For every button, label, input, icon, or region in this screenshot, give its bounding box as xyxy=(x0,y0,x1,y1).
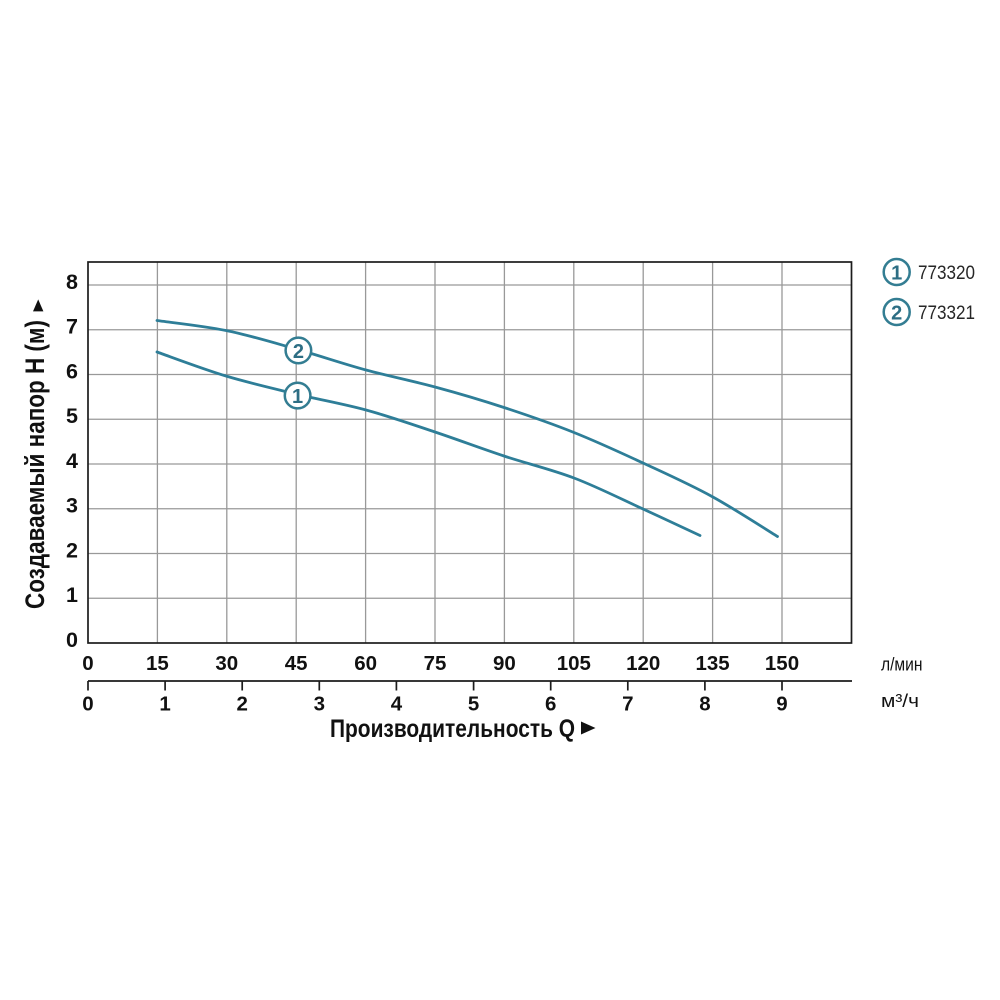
svg-text:6: 6 xyxy=(545,693,556,716)
svg-text:5: 5 xyxy=(468,693,479,716)
svg-text:м³/ч: м³/ч xyxy=(881,690,919,711)
svg-text:0: 0 xyxy=(82,693,93,716)
svg-text:1: 1 xyxy=(66,583,78,607)
svg-text:3: 3 xyxy=(314,693,325,716)
svg-text:30: 30 xyxy=(215,652,238,675)
svg-text:105: 105 xyxy=(557,652,591,675)
svg-text:135: 135 xyxy=(695,652,729,675)
svg-text:773321: 773321 xyxy=(918,302,975,324)
svg-text:15: 15 xyxy=(146,652,169,675)
svg-text:3: 3 xyxy=(66,494,78,518)
svg-text:90: 90 xyxy=(493,652,516,675)
svg-text:л/мин: л/мин xyxy=(881,654,923,675)
svg-text:60: 60 xyxy=(354,652,377,675)
svg-text:8: 8 xyxy=(699,693,710,716)
svg-text:75: 75 xyxy=(424,652,447,675)
svg-text:4: 4 xyxy=(391,693,403,716)
svg-text:2: 2 xyxy=(66,538,78,562)
svg-text:0: 0 xyxy=(82,652,93,675)
svg-text:6: 6 xyxy=(66,359,78,383)
svg-text:773320: 773320 xyxy=(918,262,975,284)
svg-text:7: 7 xyxy=(622,693,633,716)
svg-text:2: 2 xyxy=(293,341,304,363)
svg-text:1: 1 xyxy=(292,386,303,408)
svg-text:0: 0 xyxy=(66,628,78,652)
svg-text:150: 150 xyxy=(765,652,799,675)
svg-text:8: 8 xyxy=(66,270,78,294)
svg-text:120: 120 xyxy=(626,652,660,675)
svg-text:Производительность Q: Производительность Q xyxy=(330,715,575,743)
svg-text:Создаваемый напор H (м): Создаваемый напор H (м) xyxy=(20,320,50,609)
svg-text:1: 1 xyxy=(891,263,902,285)
svg-text:4: 4 xyxy=(66,449,78,473)
svg-text:2: 2 xyxy=(236,693,247,716)
svg-text:5: 5 xyxy=(66,404,78,428)
svg-text:45: 45 xyxy=(285,652,308,675)
svg-text:7: 7 xyxy=(66,315,78,339)
svg-text:1: 1 xyxy=(159,693,170,716)
svg-text:9: 9 xyxy=(776,693,787,716)
svg-text:2: 2 xyxy=(891,303,902,325)
